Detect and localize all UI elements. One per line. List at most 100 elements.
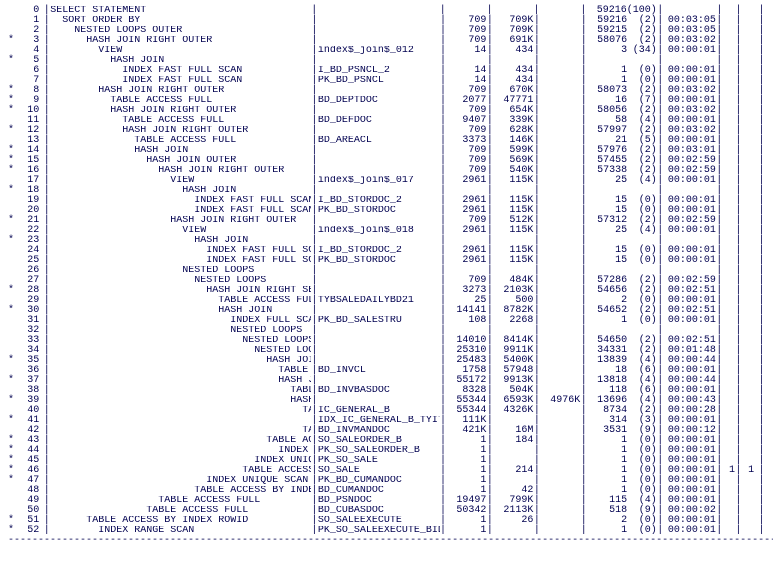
extra1 bbox=[723, 366, 735, 376]
operation: TABLE ACCESS FULL bbox=[50, 116, 311, 126]
bytes: 434 bbox=[493, 46, 533, 56]
extra1 bbox=[723, 346, 735, 356]
extra2 bbox=[742, 286, 754, 296]
operation: TABLE ACCESS FULL bbox=[50, 506, 311, 516]
extra1 bbox=[723, 386, 735, 396]
extra2 bbox=[742, 66, 754, 76]
object-name: BD_DEPTDOC bbox=[318, 96, 440, 106]
extra2 bbox=[742, 226, 754, 236]
mark: * bbox=[8, 416, 20, 426]
object-name bbox=[318, 56, 440, 66]
operation: HASH JOIN bbox=[50, 376, 311, 386]
mark bbox=[8, 256, 20, 266]
extra1 bbox=[723, 6, 735, 16]
object-name bbox=[318, 376, 440, 386]
rows: 2961 bbox=[446, 176, 486, 186]
object-name: PK_BD_STORDOC bbox=[318, 206, 440, 216]
operation: HASH JOIN bbox=[50, 236, 311, 246]
extra1 bbox=[723, 336, 735, 346]
operation: TABLE ACCESS BY GLOBAL INDEX ROWID bbox=[50, 466, 311, 476]
extra2 bbox=[742, 436, 754, 446]
tempspc bbox=[540, 346, 580, 356]
object-name: BD_INVBASDOC bbox=[318, 386, 440, 396]
tempspc bbox=[540, 226, 580, 236]
id: 1 bbox=[20, 16, 43, 26]
tempspc bbox=[540, 216, 580, 226]
operation: TABLE ACCESS BY INDEX ROWID bbox=[50, 516, 311, 526]
object-name: index$_join$_012 bbox=[318, 46, 440, 56]
tempspc bbox=[540, 106, 580, 116]
tempspc: 4976K bbox=[540, 396, 580, 406]
extra1 bbox=[723, 206, 735, 216]
bytes: 115K bbox=[493, 226, 533, 236]
object-name: PK_BD_CUMANDOC bbox=[318, 476, 440, 486]
time: 00:00:01 bbox=[664, 316, 716, 326]
mark: * bbox=[8, 376, 20, 386]
tempspc bbox=[540, 456, 580, 466]
operation: NESTED LOOPS bbox=[50, 266, 311, 276]
operation: INDEX FAST FULL SCAN bbox=[50, 256, 311, 266]
operation: HASH JOIN RIGHT SEMI bbox=[50, 286, 311, 296]
object-name bbox=[318, 106, 440, 116]
operation: NESTED LOOPS OUTER bbox=[50, 26, 311, 36]
object-name: PK_SO_SALE bbox=[318, 456, 440, 466]
object-name bbox=[318, 276, 440, 286]
extra1 bbox=[723, 376, 735, 386]
tempspc bbox=[540, 416, 580, 426]
object-name bbox=[318, 26, 440, 36]
mark bbox=[8, 486, 20, 496]
extra2: 1 bbox=[742, 466, 754, 476]
object-name: PK_BD_STORDOC bbox=[318, 256, 440, 266]
extra2 bbox=[742, 486, 754, 496]
bytes: 2268 bbox=[493, 316, 533, 326]
time: 00:00:01 bbox=[664, 176, 716, 186]
tempspc bbox=[540, 276, 580, 286]
cpu: (4) bbox=[627, 226, 657, 236]
extra2 bbox=[742, 336, 754, 346]
mark bbox=[8, 496, 20, 506]
extra1 bbox=[723, 306, 735, 316]
tempspc bbox=[540, 46, 580, 56]
mark: * bbox=[8, 216, 20, 226]
extra2 bbox=[742, 246, 754, 256]
extra2 bbox=[742, 176, 754, 186]
object-name: BD_AREACL bbox=[318, 136, 440, 146]
tempspc bbox=[540, 26, 580, 36]
extra2 bbox=[742, 396, 754, 406]
extra2 bbox=[742, 506, 754, 516]
object-name bbox=[318, 86, 440, 96]
object-name: BD_INVCL bbox=[318, 366, 440, 376]
object-name: BD_DEFDOC bbox=[318, 116, 440, 126]
extra2 bbox=[742, 156, 754, 166]
tempspc bbox=[540, 426, 580, 436]
extra2 bbox=[742, 276, 754, 286]
operation: NESTED LOOPS bbox=[50, 346, 311, 356]
operation: HASH JOIN RIGHT OUTER bbox=[50, 126, 311, 136]
extra1 bbox=[723, 126, 735, 136]
bytes: 115K bbox=[493, 176, 533, 186]
divider-row: ----------------------------------------… bbox=[8, 536, 765, 546]
rows: 108 bbox=[446, 316, 486, 326]
operation: HASH JOIN RIGHT OUTER bbox=[50, 216, 311, 226]
operation: INDEX UNIQUE SCAN bbox=[50, 476, 311, 486]
operation: TABLE ACCESS BY INDEX ROWID bbox=[50, 406, 311, 416]
tempspc bbox=[540, 436, 580, 446]
extra2 bbox=[742, 146, 754, 156]
extra2 bbox=[742, 186, 754, 196]
tempspc bbox=[540, 256, 580, 266]
time: 00:00:01 bbox=[664, 226, 716, 236]
tempspc bbox=[540, 496, 580, 506]
extra1 bbox=[723, 166, 735, 176]
extra2 bbox=[742, 256, 754, 266]
id: 3 bbox=[20, 36, 43, 46]
extra2 bbox=[742, 346, 754, 356]
object-name bbox=[318, 6, 440, 16]
operation: HASH JOIN OUTER bbox=[50, 156, 311, 166]
object-name bbox=[318, 286, 440, 296]
extra1 bbox=[723, 356, 735, 366]
extra1 bbox=[723, 176, 735, 186]
extra2 bbox=[742, 116, 754, 126]
mark: * bbox=[8, 476, 20, 486]
cpu: (4) bbox=[627, 176, 657, 186]
tempspc bbox=[540, 406, 580, 416]
